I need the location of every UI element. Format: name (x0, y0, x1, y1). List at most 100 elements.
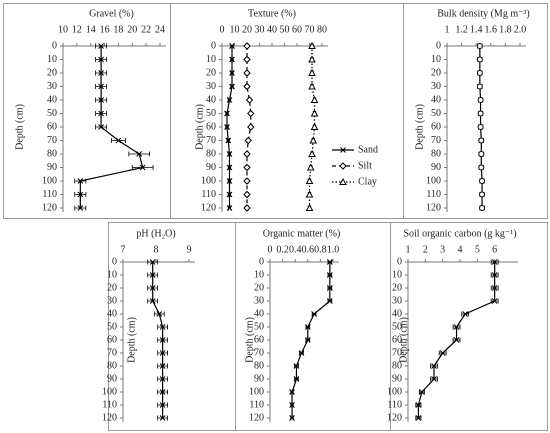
y-tick-label: 10 (206, 54, 216, 65)
y-tick-label: 40 (47, 94, 57, 105)
data-point (479, 178, 486, 184)
data-point (77, 178, 84, 184)
data-point (225, 137, 232, 144)
data-point (98, 110, 104, 117)
data-point (226, 205, 233, 211)
data-point (159, 363, 166, 369)
y-tick-label: 60 (254, 334, 264, 345)
data-point (310, 95, 319, 103)
data-point (244, 136, 252, 145)
y-tick-label: 120 (426, 202, 441, 213)
x-tick-label: 10 (58, 24, 68, 35)
x-tick-label: 60 (292, 24, 302, 35)
y-tick-label: 10 (254, 269, 264, 280)
data-point (243, 177, 251, 185)
data-point (159, 389, 166, 395)
x-tick-label: 0 (220, 24, 225, 35)
x-tick-label: 30 (255, 24, 265, 35)
data-point (478, 164, 485, 171)
series-line (79, 46, 144, 208)
x-tick-label: 9 (187, 244, 192, 255)
data-point (245, 96, 254, 104)
y-tick-label: 40 (392, 308, 402, 319)
y-tick-label: 10 (431, 54, 441, 65)
data-point (98, 124, 104, 130)
y-tick-label: 30 (392, 295, 402, 306)
y-tick-label: 20 (107, 282, 117, 293)
data-point (243, 150, 251, 158)
y-tick-label: 70 (392, 347, 402, 358)
y-tick-label: 30 (431, 81, 441, 92)
data-point (159, 324, 166, 330)
data-point (298, 350, 305, 356)
data-point (243, 163, 251, 172)
data-point (477, 97, 484, 103)
data-point (304, 337, 311, 343)
x-tick-label: 8 (154, 244, 159, 255)
data-point (243, 204, 251, 212)
y-tick-label: 20 (254, 282, 264, 293)
data-point (479, 205, 486, 211)
y-tick-label: 90 (107, 373, 117, 384)
y-tick-label: 60 (47, 121, 57, 132)
panel-frame (390, 222, 548, 431)
panel-title: Bulk density (Mg m⁻³) (437, 8, 529, 19)
y-tick-label: 70 (431, 135, 441, 146)
data-point (491, 298, 498, 304)
panel-title: Soil organic carbon (g kg⁻¹) (403, 228, 516, 239)
y-tick-label: 80 (431, 148, 441, 159)
x-tick-label: 22 (141, 24, 151, 35)
data-point (289, 402, 295, 408)
data-point (477, 110, 484, 117)
y-tick-label: 50 (431, 108, 441, 119)
data-point (491, 285, 498, 291)
data-point (139, 164, 146, 171)
x-tick-label: 4 (458, 244, 463, 255)
y-tick-label: 80 (254, 360, 264, 371)
data-point (289, 415, 295, 421)
data-point (305, 203, 314, 211)
data-point (226, 178, 233, 184)
legend-label: Sand (358, 144, 378, 155)
y-tick-label: 80 (392, 360, 402, 371)
y-tick-label: 70 (206, 135, 216, 146)
panel-title: Gravel (%) (89, 8, 134, 19)
series-line (291, 262, 331, 418)
data-point (98, 97, 104, 103)
x-tick-label: 20 (127, 24, 137, 35)
y-axis-label: Depth (cm) (14, 104, 25, 150)
x-tick-label: 0.4 (289, 244, 302, 255)
x-tick-label: 50 (280, 24, 290, 35)
data-point (243, 82, 251, 91)
x-tick-label: 2.0 (514, 24, 527, 35)
data-point (77, 205, 84, 211)
x-tick-label: 7 (121, 244, 126, 255)
legend-marker (339, 162, 347, 170)
data-point (308, 149, 316, 157)
x-tick-label: 0.8 (314, 244, 327, 255)
y-tick-label: 40 (431, 94, 441, 105)
y-tick-label: 10 (107, 269, 117, 280)
y-tick-label: 100 (426, 175, 441, 186)
data-point (305, 176, 314, 184)
y-tick-label: 30 (254, 295, 264, 306)
x-tick-label: 24 (155, 24, 165, 35)
y-tick-label: 70 (254, 347, 264, 358)
y-tick-label: 100 (102, 386, 117, 397)
legend-marker (339, 177, 347, 185)
y-tick-label: 110 (201, 189, 216, 200)
data-point (431, 363, 437, 369)
y-tick-label: 0 (112, 256, 117, 267)
x-tick-label: 80 (317, 24, 327, 35)
data-point (159, 415, 166, 421)
data-point (478, 137, 485, 144)
data-point (415, 415, 422, 421)
y-tick-label: 110 (426, 189, 441, 200)
data-point (77, 191, 84, 198)
data-point (243, 55, 251, 64)
data-point (476, 83, 483, 90)
y-tick-label: 90 (47, 162, 57, 173)
x-tick-label: 20 (242, 24, 252, 35)
data-point (293, 376, 300, 382)
data-point (309, 136, 318, 144)
